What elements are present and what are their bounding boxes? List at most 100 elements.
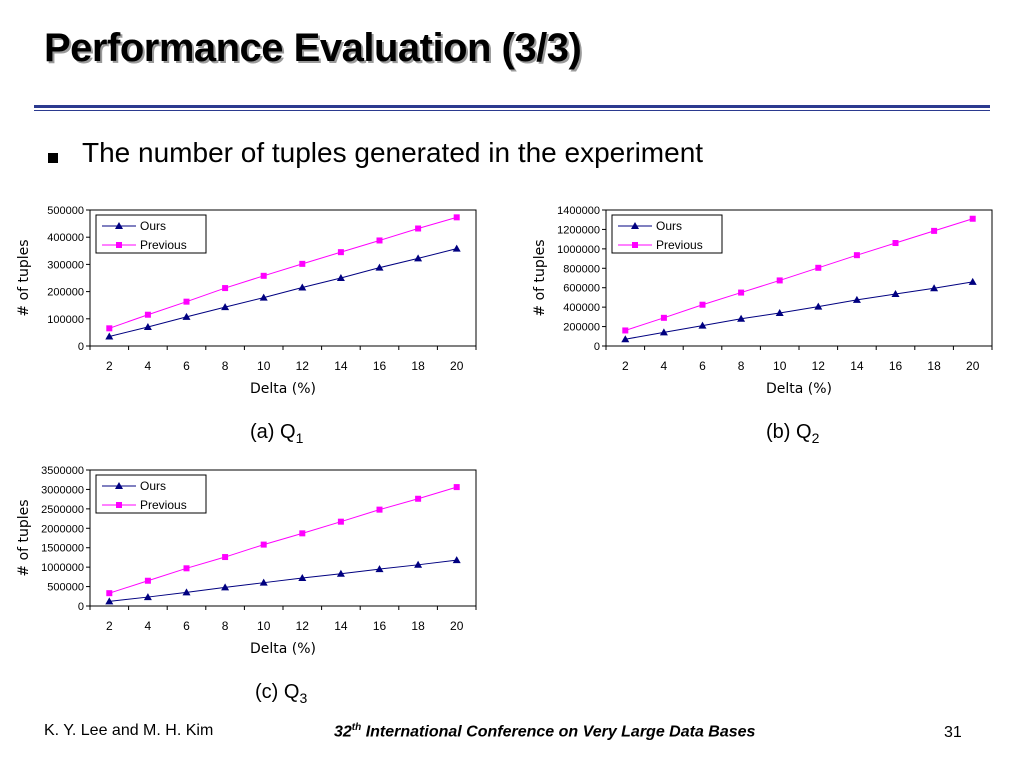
- data-point-previous: [106, 325, 113, 332]
- series-line-previous: [625, 218, 973, 331]
- x-tick-label: 4: [145, 359, 152, 373]
- data-point-previous: [892, 240, 899, 247]
- x-tick-label: 4: [145, 619, 152, 633]
- y-tick-label: 3500000: [41, 465, 84, 477]
- y-tick-label: 800000: [563, 263, 600, 275]
- series-line-ours: [109, 248, 457, 337]
- data-point-ours: [182, 588, 191, 596]
- data-point-ours: [968, 277, 977, 285]
- data-point-ours: [143, 593, 152, 601]
- x-axis-title: Delta (%): [250, 641, 316, 657]
- legend-label-ours: Ours: [656, 219, 682, 233]
- data-point-previous: [660, 314, 667, 321]
- legend-label-previous: Previous: [656, 238, 703, 252]
- y-tick-label: 400000: [563, 302, 600, 314]
- data-point-ours: [298, 283, 307, 291]
- data-point-previous: [222, 554, 229, 561]
- y-tick-label: 1000000: [41, 562, 84, 574]
- series-line-ours: [625, 281, 973, 340]
- data-point-previous: [299, 260, 306, 267]
- bullet-square-icon: [48, 153, 58, 163]
- legend-box: [95, 214, 207, 254]
- x-tick-label: 14: [334, 619, 348, 633]
- data-point-ours: [336, 274, 345, 281]
- legend-marker-ours: [115, 482, 123, 489]
- chart-q2: 0 200000 400000 600000 800000 1000000 1200000 1…: [532, 205, 993, 397]
- data-point-ours: [452, 556, 461, 564]
- data-point-previous: [969, 215, 976, 222]
- data-point-previous: [337, 518, 344, 525]
- y-tick-label: 0: [594, 341, 600, 353]
- data-point-ours: [698, 321, 707, 329]
- x-tick-label: 10: [257, 619, 271, 633]
- legend-label-previous: Previous: [140, 238, 187, 252]
- caption-q3-text: (c) Q: [255, 681, 300, 703]
- caption-q2-sub: 2: [811, 430, 820, 446]
- data-point-previous: [776, 277, 783, 284]
- title-rule-thick: [34, 105, 990, 108]
- x-axis-title: Delta (%): [766, 381, 832, 397]
- data-point-ours: [259, 578, 268, 586]
- x-tick-label: 20: [966, 359, 980, 373]
- x-tick-label: 8: [222, 619, 229, 633]
- legend: Ours Previous: [611, 214, 723, 254]
- data-point-ours: [414, 254, 423, 262]
- footer-conference-rest: International Conference on Very Large D…: [361, 723, 756, 741]
- data-point-ours: [375, 263, 384, 271]
- data-point-ours: [414, 560, 423, 568]
- x-tick-label: 12: [296, 359, 310, 373]
- x-tick-label: 2: [106, 359, 113, 373]
- data-point-previous: [222, 285, 229, 292]
- data-point-ours: [891, 290, 900, 298]
- x-tick-label: 16: [889, 359, 903, 373]
- x-tick-label: 18: [411, 619, 425, 633]
- data-point-ours: [105, 597, 114, 605]
- chart-q1: 0 100000 200000 300000 400000 500000 2 4 6 8 10 12 1…: [16, 205, 477, 397]
- data-point-ours: [930, 284, 939, 292]
- slide-title: Performance Evaluation (3/3): [44, 26, 582, 70]
- data-point-previous: [260, 272, 267, 279]
- legend-marker-previous: [116, 242, 122, 248]
- y-tick-label: 1000000: [557, 244, 600, 256]
- data-point-previous: [453, 484, 460, 491]
- data-point-previous: [699, 301, 706, 308]
- data-point-ours: [452, 244, 461, 252]
- data-point-previous: [622, 327, 629, 334]
- data-point-ours: [775, 308, 784, 316]
- y-tick-label: 200000: [563, 322, 600, 334]
- data-point-previous: [931, 227, 938, 234]
- series-line-previous: [109, 486, 457, 594]
- legend-label-previous: Previous: [140, 498, 187, 512]
- x-tick-label: 10: [257, 359, 271, 373]
- data-point-previous: [415, 225, 422, 232]
- caption-q1-sub: 1: [295, 430, 304, 446]
- footer-authors: K. Y. Lee and M. H. Kim: [44, 722, 214, 739]
- x-tick-label: 4: [661, 359, 668, 373]
- legend-marker-ours: [115, 222, 123, 229]
- data-point-previous: [144, 311, 151, 318]
- data-point-ours: [182, 312, 191, 320]
- footer-conference: 32th International Conference on Very La…: [334, 722, 755, 741]
- data-point-previous: [376, 506, 383, 513]
- y-tick-label: 1400000: [557, 205, 600, 217]
- y-axis-title: # of tuples: [16, 239, 32, 316]
- legend-box: [611, 214, 723, 254]
- x-tick-label: 18: [411, 359, 425, 373]
- x-tick-label: 2: [106, 619, 113, 633]
- series-line-ours: [109, 559, 457, 602]
- y-tick-label: 500000: [47, 205, 84, 217]
- series-line-previous: [109, 216, 457, 329]
- footer-page-number: 31: [944, 724, 962, 741]
- x-axis-title: Delta (%): [250, 381, 316, 397]
- y-tick-label: 100000: [47, 314, 84, 326]
- data-point-ours: [375, 565, 384, 573]
- x-tick-label: 12: [296, 619, 310, 633]
- y-tick-label: 200000: [47, 287, 84, 299]
- x-tick-label: 6: [183, 359, 190, 373]
- x-tick-label: 18: [927, 359, 941, 373]
- y-tick-label: 500000: [47, 582, 84, 594]
- x-tick-label: 16: [373, 359, 387, 373]
- y-tick-label: 300000: [47, 259, 84, 271]
- x-tick-label: 8: [222, 359, 229, 373]
- y-tick-label: 400000: [47, 232, 84, 244]
